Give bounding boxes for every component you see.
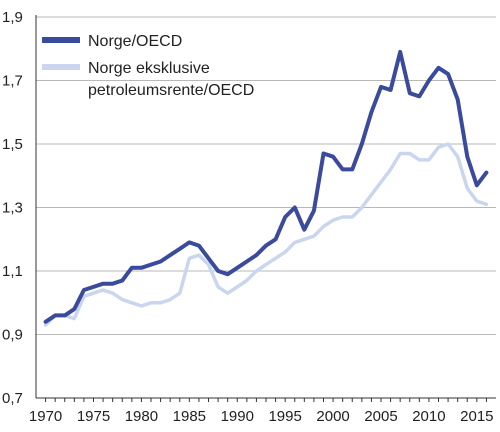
x-tick-label: 1990 [221,408,254,425]
axes [35,15,496,402]
y-axis-ticks: 0,7 0,9 1,1 1,3 1,5 1,7 1,9 [2,9,23,407]
grid-lines [36,16,496,335]
x-tick-label: 1970 [29,408,62,425]
y-tick-label: 0,9 [2,327,23,344]
x-tick-label: 2000 [316,408,349,425]
y-tick-label: 1,5 [2,136,23,153]
x-axis-ticks: 1970 1975 1980 1985 1990 1995 2000 2005 2010 2015 [29,408,494,425]
y-tick-label: 0,7 [2,390,23,407]
x-tick-label: 2015 [460,408,493,425]
y-tick-label: 1,3 [2,200,23,217]
y-tick-label: 1,9 [2,9,23,26]
series-lines [43,49,489,327]
x-tick-label: 1985 [173,408,206,425]
x-tick-label: 2010 [412,408,445,425]
x-tick-label: 1975 [77,408,110,425]
y-tick-label: 1,1 [2,263,23,280]
legend-label: Norge/OECD [88,33,182,50]
series-line-norge-oecd [43,49,489,324]
legend-label: Norge eksklusive [88,60,210,77]
series-line-norge-eksklusive-petroleumsrente [43,142,489,327]
x-tick-label: 1995 [268,408,301,425]
x-tick-label: 2005 [364,408,397,425]
legend-label: petroleumsrente/OECD [88,82,254,99]
legend: Norge/OECD Norge eksklusive petroleumsrent… [42,33,254,99]
x-tick-label: 1980 [125,408,158,425]
y-tick-label: 1,7 [2,73,23,90]
